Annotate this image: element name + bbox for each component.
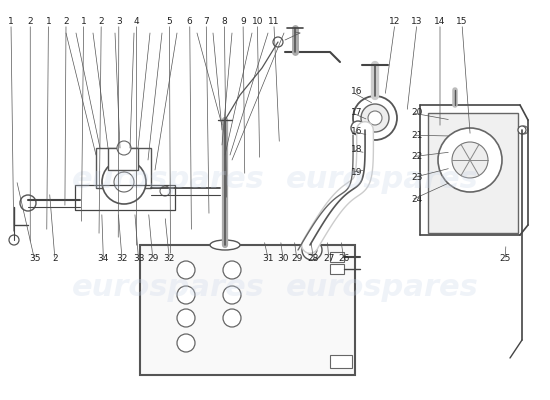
Ellipse shape [210,240,240,250]
Text: 7: 7 [204,17,209,26]
Text: 1: 1 [46,17,51,26]
Text: eurospares: eurospares [72,274,264,302]
Circle shape [361,104,389,132]
Text: 18: 18 [351,146,362,154]
Circle shape [368,111,382,125]
Text: eurospares: eurospares [286,274,478,302]
Text: 10: 10 [252,17,263,26]
Text: 1: 1 [81,17,86,26]
Circle shape [302,240,322,260]
Text: 4: 4 [134,17,139,26]
Circle shape [307,245,317,255]
Text: 5: 5 [167,17,172,26]
Text: 15: 15 [456,17,468,26]
Circle shape [102,160,146,204]
Text: 9: 9 [240,17,246,26]
Circle shape [438,128,502,192]
Bar [330,252,344,262]
Circle shape [351,121,365,135]
Text: eurospares: eurospares [72,166,264,194]
Bar [330,355,352,368]
Text: 27: 27 [323,254,334,263]
Bar [96,148,151,188]
Text: 28: 28 [308,254,319,263]
Text: 17: 17 [351,108,362,117]
Text: 16: 16 [351,127,362,136]
Bar [140,245,355,375]
Circle shape [20,195,36,211]
Text: 33: 33 [133,254,144,263]
Text: 23: 23 [411,174,423,182]
Text: 22: 22 [411,152,422,161]
Text: 19: 19 [351,168,362,176]
Text: 2: 2 [98,17,104,26]
Circle shape [160,186,170,196]
Circle shape [223,286,241,304]
Text: 2: 2 [28,17,33,26]
Text: 25: 25 [499,254,510,263]
Circle shape [353,96,397,140]
Circle shape [273,37,283,47]
Text: 32: 32 [117,254,128,263]
Circle shape [177,309,195,327]
Text: 1: 1 [8,17,14,26]
Bar [108,148,138,170]
Text: 35: 35 [29,254,40,263]
Text: 34: 34 [98,254,109,263]
Text: 26: 26 [338,254,349,263]
Text: 2: 2 [52,254,58,263]
Bar [330,264,344,274]
Text: 13: 13 [411,17,422,26]
Circle shape [223,261,241,279]
Text: 24: 24 [411,196,422,204]
Text: 3: 3 [116,17,122,26]
Text: 29: 29 [147,254,158,263]
Text: 20: 20 [411,108,423,117]
Text: 16: 16 [351,88,362,96]
Text: 21: 21 [411,131,423,140]
Circle shape [520,126,528,134]
Text: 30: 30 [278,254,289,263]
Text: 6: 6 [187,17,192,26]
Text: 14: 14 [434,17,446,26]
Circle shape [177,261,195,279]
Text: 32: 32 [164,254,175,263]
Circle shape [177,334,195,352]
Text: 29: 29 [292,254,302,263]
Circle shape [117,141,131,155]
Circle shape [9,235,19,245]
Circle shape [177,286,195,304]
Circle shape [518,126,526,134]
Bar [428,113,518,233]
Circle shape [223,309,241,327]
Circle shape [114,172,134,192]
Text: 31: 31 [263,254,274,263]
Circle shape [452,142,488,178]
Text: 11: 11 [268,17,279,26]
Text: 8: 8 [222,17,227,26]
Text: 12: 12 [389,17,400,26]
Text: eurospares: eurospares [286,166,478,194]
Text: 2: 2 [63,17,69,26]
